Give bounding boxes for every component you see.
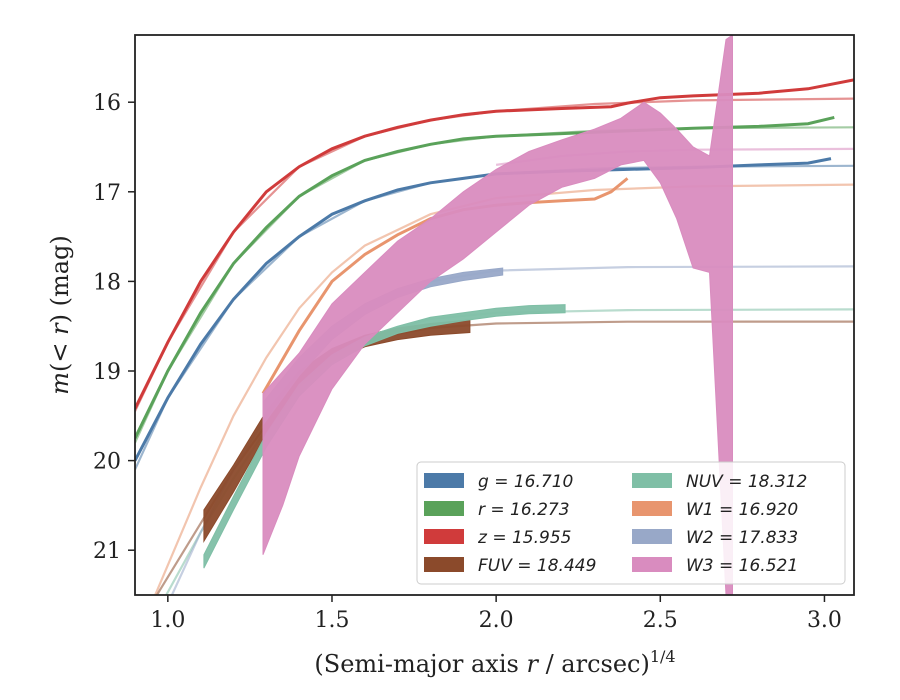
legend-box xyxy=(416,461,846,585)
legend-label-w3: W3 = 16.521 xyxy=(686,556,798,576)
legend-label-w2: W2 = 17.833 xyxy=(686,528,798,548)
y-tick-label: 20 xyxy=(93,450,121,475)
y-tick-label: 18 xyxy=(93,270,121,295)
x-axis: 1.0 1.5 2.0 2.5 3.0 xyxy=(150,595,842,633)
legend-label-fuv: FUV = 18.449 xyxy=(478,556,596,576)
legend-label-w1: W1 = 16.920 xyxy=(686,500,798,520)
legend-swatch-w1 xyxy=(632,501,672,516)
legend: g = 16.710 r = 16.273 z = 15.955 FUV = 18.4… xyxy=(416,461,846,585)
y-tick-label: 19 xyxy=(93,360,121,385)
legend-swatch-z xyxy=(424,529,464,544)
y-axis: 16 17 18 19 20 21 xyxy=(93,91,135,564)
y-tick-label: 17 xyxy=(93,181,121,206)
legend-swatch-fuv xyxy=(424,557,464,572)
legend-label-r: r = 16.273 xyxy=(478,500,570,520)
y-tick-label: 21 xyxy=(93,539,121,564)
x-tick-label: 1.0 xyxy=(150,608,185,633)
legend-swatch-nuv xyxy=(632,473,672,488)
legend-label-z: z = 15.955 xyxy=(477,528,571,548)
y-tick-label: 16 xyxy=(93,91,121,116)
y-axis-title: m(< r) (mag) xyxy=(46,235,74,395)
legend-label-nuv: NUV = 18.312 xyxy=(686,472,807,492)
legend-swatch-r xyxy=(424,501,464,516)
series-w1-model-curve xyxy=(154,183,854,595)
x-tick-label: 3.0 xyxy=(807,608,842,633)
x-tick-label: 2.0 xyxy=(479,608,514,633)
plot-frame xyxy=(134,34,855,596)
legend-swatch-g xyxy=(424,473,464,488)
legend-swatch-w3 xyxy=(632,557,672,572)
series-z-line xyxy=(135,78,854,410)
legend-swatch-w2 xyxy=(632,529,672,544)
legend-label-g: g = 16.710 xyxy=(478,472,573,492)
series-r-line xyxy=(135,115,835,439)
series-w3-band xyxy=(262,35,733,595)
x-tick-label: 1.5 xyxy=(314,608,349,633)
plot-area xyxy=(135,35,854,595)
x-axis-title: (Semi-major axis r / arcsec)1/4 xyxy=(314,647,675,678)
x-tick-label: 2.5 xyxy=(643,608,678,633)
